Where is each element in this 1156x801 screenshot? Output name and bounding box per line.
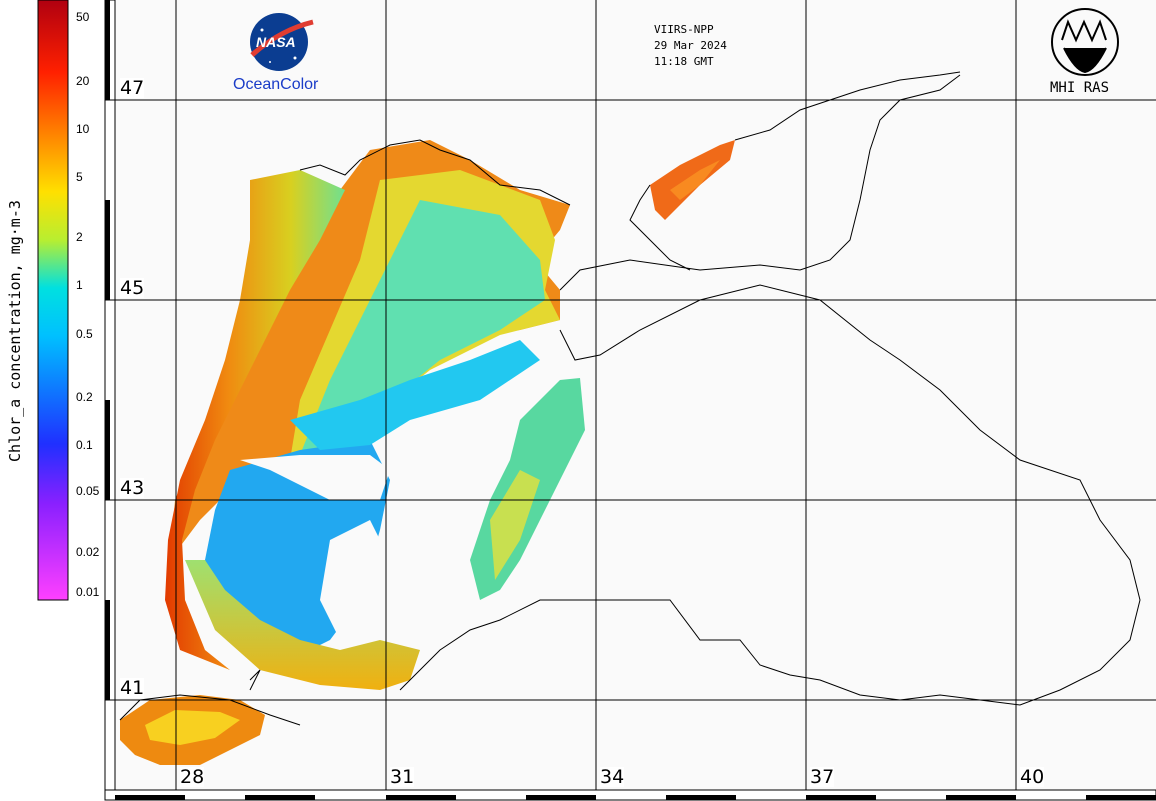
coastline (119, 71, 1141, 726)
colorbar-title: Chlor_a concentration, mg·m-3 (6, 200, 24, 462)
lat-scale-ticks (105, 0, 110, 700)
colorbar-tick-label: 20 (76, 74, 90, 88)
west-coast-band (165, 170, 345, 670)
colorbar-tick-label: 0.1 (76, 438, 93, 452)
mhi-ras-logo-icon (1051, 8, 1119, 76)
colorbar-tick-label: 2 (76, 230, 83, 244)
lon-label-31: 31 (390, 766, 415, 788)
date-label: 29 Mar 2024 (654, 39, 727, 52)
colorbar-gradient (37, 0, 69, 601)
colorbar-tick-label: 0.02 (76, 545, 100, 559)
chlorophyll-field (120, 140, 735, 765)
lon-label-34: 34 (600, 766, 625, 788)
sensor-label: VIIRS-NPP (654, 23, 714, 36)
cloud-gap (240, 455, 390, 500)
lat-label-45: 45 (120, 277, 145, 299)
lon-scale-ticks (115, 795, 1156, 800)
lon-label-37: 37 (810, 766, 835, 788)
oceancolor-caption: OceanColor (233, 76, 319, 93)
nasa-wordmark: NASA (256, 34, 296, 50)
colorbar-tick-label: 0.01 (76, 585, 100, 599)
time-label: 11:18 GMT (654, 55, 714, 68)
lon-label-28: 28 (180, 766, 205, 788)
graticule (105, 0, 1156, 790)
lat-label-43: 43 (120, 477, 145, 499)
lat-label-47: 47 (120, 77, 145, 99)
colorbar-tick-label: 5 (76, 170, 83, 184)
colorbar-tick-label: 1 (76, 278, 83, 292)
colorbar-tick-label: 50 (76, 10, 90, 24)
colorbar-tick-label: 0.5 (76, 327, 93, 341)
colorbar-tick-label: 0.05 (76, 484, 100, 498)
header-info: VIIRS-NPP 29 Mar 2024 11:18 GMT (654, 22, 727, 70)
mhi-ras-caption: MHI RAS (1050, 80, 1110, 96)
colorbar-tick-label: 10 (76, 122, 90, 136)
lon-label-40: 40 (1020, 766, 1045, 788)
nasa-logo-icon (250, 13, 314, 71)
lat-label-41: 41 (120, 677, 145, 699)
colorbar-tick-label: 0.2 (76, 390, 93, 404)
